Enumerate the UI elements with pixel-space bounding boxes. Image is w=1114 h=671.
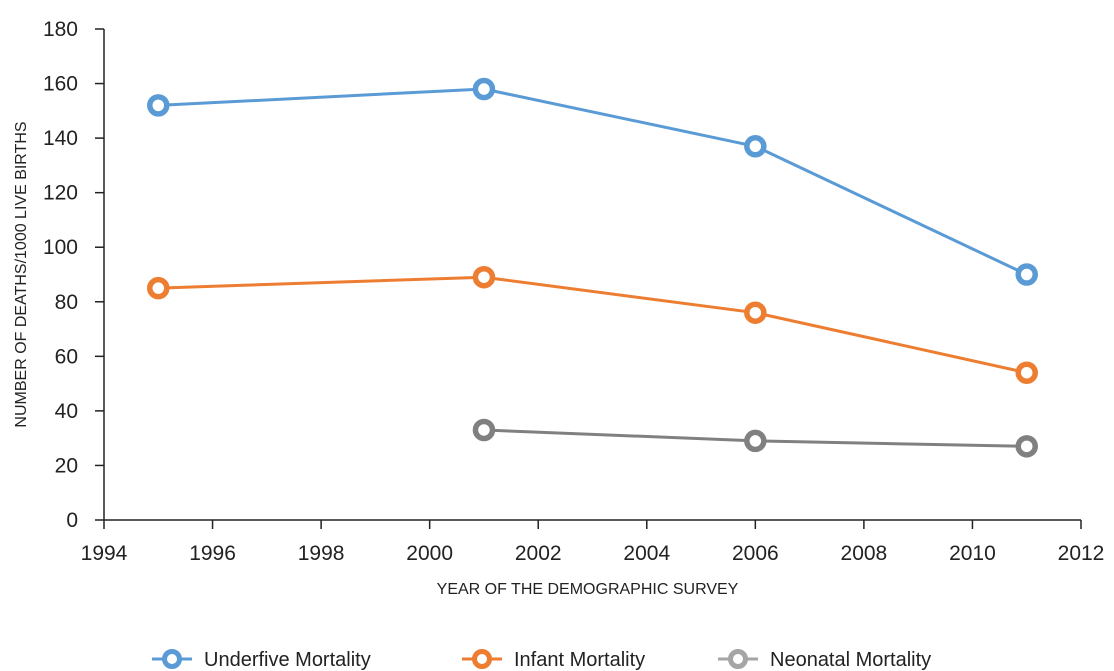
x-tick-label: 1994 (81, 542, 128, 565)
x-tick-label: 1998 (298, 542, 345, 565)
legend-item: Underfive Mortality (152, 649, 371, 671)
x-tick-label: 2012 (1058, 542, 1105, 565)
y-tick-label: 60 (55, 345, 78, 368)
legend-item: Neonatal Mortality (718, 649, 931, 671)
data-point (744, 301, 767, 324)
y-tick-label: 80 (55, 291, 78, 314)
x-tick-label: 2008 (841, 542, 888, 565)
series-neonatal-mortality (472, 418, 1038, 458)
data-point (472, 77, 496, 101)
legend-marker (162, 649, 182, 669)
y-tick-label: 160 (43, 73, 78, 96)
y-tick-label: 100 (43, 236, 78, 259)
legend-label: Neonatal Mortality (770, 649, 931, 671)
x-ticks: 1994 1996 1998 2000 2002 2004 2006 2008 2010 2012 (81, 520, 1105, 565)
legend-marker (728, 649, 748, 669)
x-tick-label: 2010 (949, 542, 996, 565)
series-underfive-mortality (147, 77, 1038, 286)
y-axis-title: NUMBER OF DEATHS/1000 LIVE BIRTHS (13, 121, 30, 427)
legend: Underfive Mortality Infant Mortality Neona… (152, 649, 931, 671)
series-infant-mortality (147, 265, 1038, 384)
x-tick-label: 2004 (623, 542, 670, 565)
y-tick-label: 140 (43, 127, 78, 150)
data-point (147, 276, 170, 300)
y-tick-label: 120 (43, 182, 78, 205)
series-layer (147, 77, 1038, 458)
data-point (1015, 263, 1038, 286)
y-tick-label: 180 (43, 18, 78, 41)
x-tick-label: 2000 (406, 542, 453, 565)
data-point (744, 429, 767, 453)
legend-marker (472, 649, 492, 669)
series-line (158, 275, 1028, 375)
data-point (1015, 361, 1038, 384)
x-axis-title: YEAR OF THE DEMOGRAPHIC SURVEY (437, 581, 739, 598)
y-ticks: 0 20 40 60 80 100 120 140 160 180 (43, 18, 104, 532)
axes: 0 20 40 60 80 100 120 140 160 180 1994 1996 1998 200… (43, 18, 1104, 565)
x-tick-label: 2002 (515, 542, 562, 565)
data-point (1015, 435, 1038, 458)
y-tick-label: 0 (66, 509, 78, 532)
series-line (158, 87, 1028, 276)
y-tick-label: 20 (55, 454, 78, 477)
data-point (472, 265, 496, 289)
data-point (472, 418, 496, 442)
legend-item: Infant Mortality (462, 649, 645, 671)
legend-label: Underfive Mortality (204, 649, 371, 671)
legend-label: Infant Mortality (514, 649, 645, 671)
data-point (744, 135, 767, 158)
x-tick-label: 2006 (732, 542, 779, 565)
x-tick-label: 1996 (189, 542, 236, 565)
y-tick-label: 40 (55, 400, 78, 423)
data-point (147, 94, 170, 117)
